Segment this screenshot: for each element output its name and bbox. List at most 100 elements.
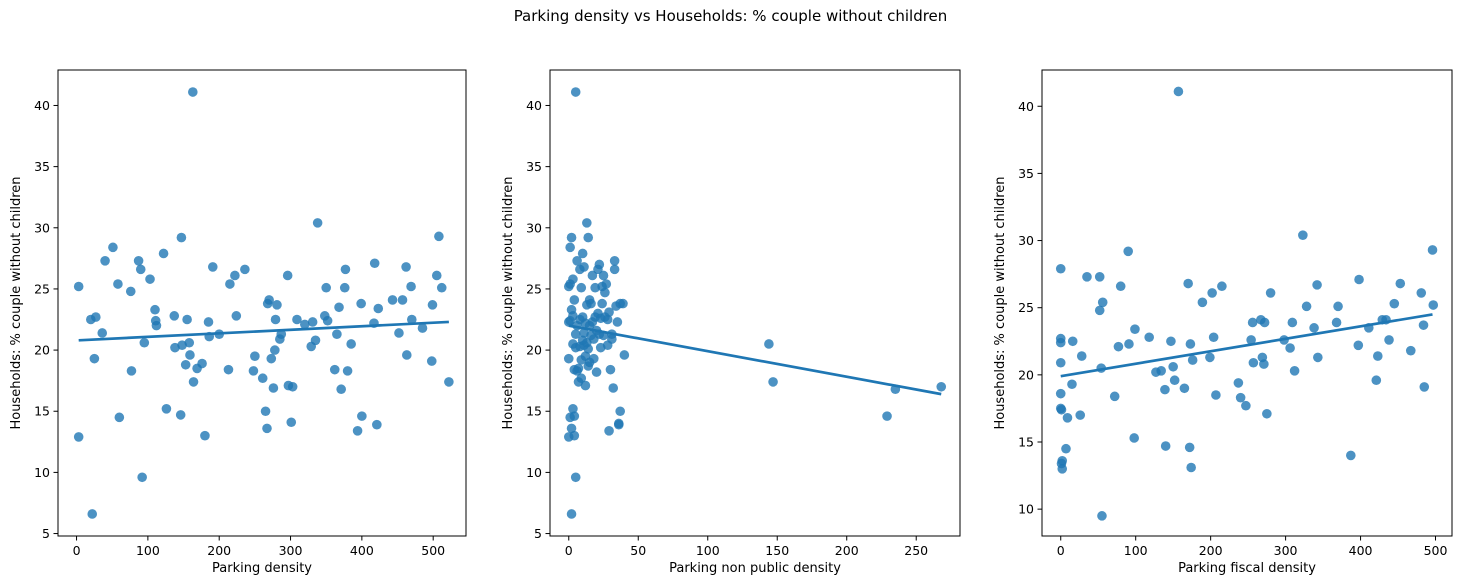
data-point <box>605 364 616 375</box>
data-point <box>1156 366 1166 376</box>
data-point <box>135 264 146 275</box>
data-point <box>406 314 417 325</box>
data-point <box>262 423 272 434</box>
data-point <box>1075 410 1086 420</box>
x-tick-label: 150 <box>765 543 789 558</box>
data-point <box>264 295 274 305</box>
data-point <box>568 403 578 414</box>
data-point <box>1287 317 1298 328</box>
data-point <box>566 423 577 434</box>
data-point <box>1097 297 1108 308</box>
y-axis-label: Households: % couple without children <box>9 176 24 429</box>
data-point <box>1265 288 1276 298</box>
regression-line <box>568 324 942 396</box>
data-point <box>1241 400 1251 411</box>
data-point <box>570 329 581 339</box>
data-point <box>576 373 587 384</box>
data-point <box>1372 351 1383 361</box>
data-point <box>565 242 575 253</box>
data-point <box>1298 230 1308 240</box>
x-tick-label: 400 <box>350 543 374 558</box>
data-point <box>1313 352 1323 363</box>
data-point <box>431 270 442 281</box>
data-point <box>176 232 187 243</box>
data-point <box>1197 297 1208 308</box>
data-point <box>1094 272 1105 282</box>
data-point <box>346 339 356 349</box>
y-tick-label: 15 <box>526 404 542 419</box>
scatter-panel-parking-non-public-density: 0 50 100 150 200 250 5 10 15 20 25 30 35 40 Parking no… <box>501 69 961 576</box>
data-point <box>406 281 416 292</box>
data-point <box>1353 340 1364 351</box>
data-point <box>161 403 172 414</box>
x-tick-label: 100 <box>696 543 720 558</box>
data-point <box>577 248 588 259</box>
data-point <box>1289 366 1300 376</box>
data-point <box>1097 511 1107 521</box>
data-point <box>292 314 302 325</box>
data-point <box>882 411 892 421</box>
data-point <box>1185 339 1196 349</box>
data-point <box>125 286 136 297</box>
data-point <box>387 295 398 305</box>
data-point <box>1247 317 1258 328</box>
data-point <box>87 509 98 519</box>
data-point <box>150 304 160 315</box>
data-point <box>1057 455 1068 466</box>
data-point <box>270 314 281 325</box>
x-tick-label: 0 <box>565 543 573 558</box>
y-tick-label: 10 <box>526 465 542 480</box>
data-point <box>615 406 625 417</box>
data-point <box>340 264 351 275</box>
data-point <box>1428 300 1439 310</box>
data-point <box>566 232 577 243</box>
data-point <box>310 335 321 346</box>
data-point <box>89 353 100 364</box>
data-point <box>287 381 298 392</box>
data-point <box>569 295 580 305</box>
data-point <box>334 302 344 313</box>
data-point <box>1062 413 1073 423</box>
data-point <box>1301 301 1312 312</box>
data-point <box>427 300 438 310</box>
data-point <box>602 314 613 325</box>
data-point <box>1055 337 1066 348</box>
data-point <box>270 345 280 355</box>
y-axis-label: Households: % couple without children <box>501 176 516 429</box>
data-point <box>601 279 612 289</box>
data-point <box>230 270 240 281</box>
data-point <box>1123 246 1133 257</box>
y-tick-label: 15 <box>1018 434 1034 449</box>
data-point <box>73 281 84 292</box>
data-point <box>1354 274 1364 285</box>
x-tick-label: 200 <box>207 543 231 558</box>
data-point <box>613 419 624 430</box>
data-point <box>352 426 363 436</box>
data-point <box>588 353 599 364</box>
y-tick-label: 30 <box>1018 233 1034 248</box>
y-tick-label: 15 <box>34 404 50 419</box>
data-point <box>401 262 411 272</box>
data-point <box>436 282 447 293</box>
data-point <box>568 274 578 284</box>
data-point <box>114 412 125 423</box>
data-point <box>373 303 384 314</box>
data-point <box>207 262 218 272</box>
data-point <box>1207 288 1217 298</box>
data-point <box>619 350 630 360</box>
data-point <box>1056 404 1067 415</box>
data-point <box>1076 351 1087 361</box>
data-point <box>1144 332 1154 343</box>
data-point <box>1312 280 1322 290</box>
data-point <box>1057 464 1068 474</box>
data-point <box>594 259 605 270</box>
data-point <box>1094 305 1105 316</box>
data-point <box>768 377 778 387</box>
x-tick-label: 500 <box>1424 543 1448 558</box>
data-point <box>397 295 408 305</box>
data-point <box>1259 317 1270 328</box>
data-point <box>250 351 260 362</box>
data-point <box>434 231 444 242</box>
data-point <box>1067 336 1078 347</box>
data-point <box>372 419 382 430</box>
